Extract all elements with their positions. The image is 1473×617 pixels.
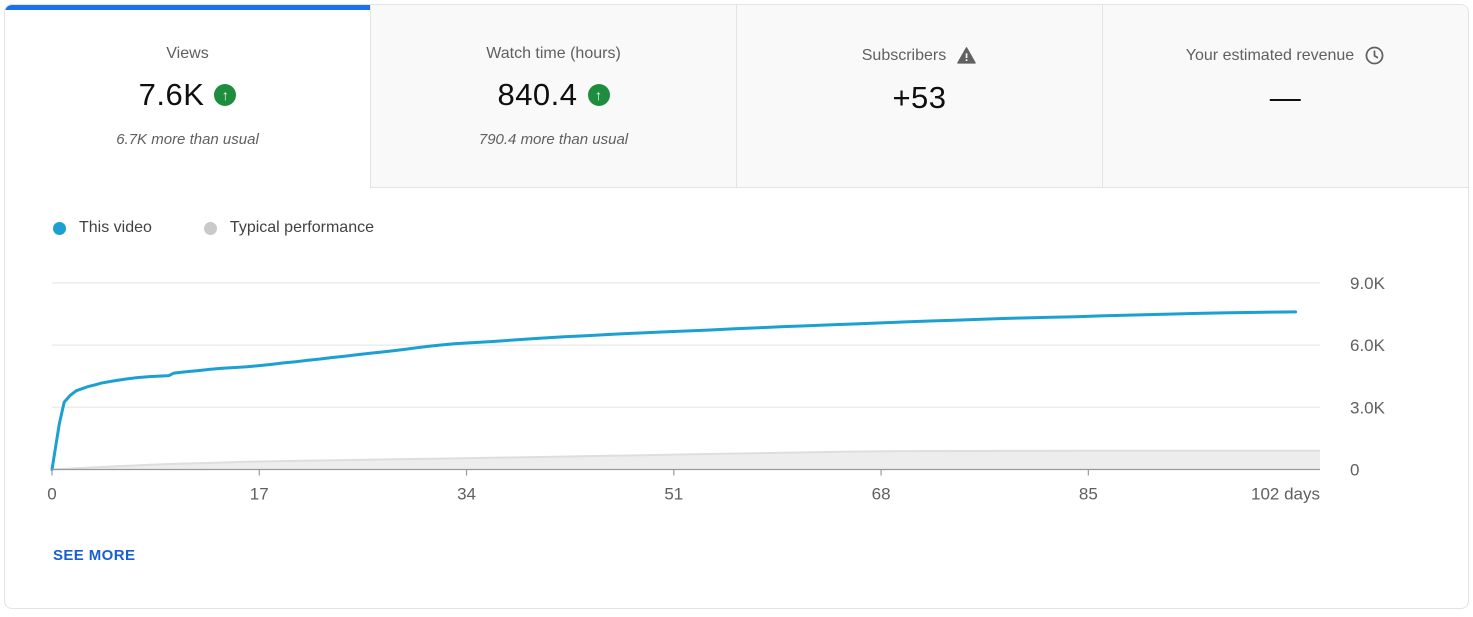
tab-views-value: 7.6K bbox=[138, 77, 205, 112]
views-chart[interactable]: 0 17 34 51 68 85 102 days 0 3.0K 6.0K 9.0K bbox=[5, 254, 1468, 511]
typical-performance-band bbox=[52, 450, 1320, 470]
views-line-chart-plot[interactable]: 0 17 34 51 68 85 102 days 0 3.0K 6.0K 9.0K bbox=[5, 254, 1468, 506]
y-tick-label-0: 0 bbox=[1350, 461, 1359, 480]
y-tick-label-3.0K: 3.0K bbox=[1350, 398, 1386, 417]
analytics-card: Views 7.6K ↑ 6.7K more than usual Watch … bbox=[4, 4, 1469, 609]
chart-legend: This video Typical performance bbox=[5, 188, 1468, 240]
tab-views-delta: 6.7K more than usual bbox=[116, 131, 259, 148]
tab-subscribers[interactable]: Subscribers +53 bbox=[736, 5, 1102, 188]
x-tick-label-34: 34 bbox=[457, 485, 476, 504]
card-footer: SEE MORE bbox=[5, 511, 1468, 565]
tab-views[interactable]: Views 7.6K ↑ 6.7K more than usual bbox=[5, 5, 370, 188]
up-arrow-badge-icon: ↑ bbox=[587, 84, 610, 106]
active-tab-indicator bbox=[5, 5, 370, 10]
tab-watch-time-delta: 790.4 more than usual bbox=[478, 131, 629, 148]
see-more-link[interactable]: SEE MORE bbox=[53, 547, 136, 564]
x-tick-label-17: 17 bbox=[250, 485, 269, 504]
typical-performance-dot-icon bbox=[203, 221, 217, 235]
clock-icon bbox=[1364, 45, 1385, 66]
typical-performance-band-edge bbox=[51, 449, 1320, 471]
x-tick-label-68: 68 bbox=[872, 485, 891, 504]
tab-views-label: Views bbox=[166, 45, 209, 62]
legend-item-this-video: This video bbox=[53, 219, 152, 237]
this-video-line bbox=[50, 310, 1298, 471]
this-video-dot-icon bbox=[53, 221, 66, 235]
x-tick-label-51: 51 bbox=[664, 485, 683, 504]
warning-icon bbox=[956, 45, 977, 66]
tab-watch-time-label: Watch time (hours) bbox=[486, 45, 621, 62]
x-tick-label-0: 0 bbox=[47, 485, 56, 504]
legend-typical-performance-label: Typical performance bbox=[229, 219, 374, 236]
tab-watch-time-value: 840.4 bbox=[497, 77, 578, 112]
tab-revenue[interactable]: Your estimated revenue — bbox=[1102, 5, 1468, 188]
tab-watch-time[interactable]: Watch time (hours) 840.4 ↑ 790.4 more th… bbox=[370, 5, 736, 188]
metric-tabs: Views 7.6K ↑ 6.7K more than usual Watch … bbox=[5, 5, 1468, 188]
legend-item-typical-performance: Typical performance bbox=[203, 219, 374, 237]
y-tick-label-9.0K: 9.0K bbox=[1350, 274, 1386, 293]
x-tick-label-85: 85 bbox=[1079, 485, 1098, 504]
y-tick-label-6.0K: 6.0K bbox=[1350, 336, 1386, 355]
x-axis-end-label: 102 days bbox=[1251, 485, 1320, 504]
legend-this-video-label: This video bbox=[79, 219, 152, 236]
tab-revenue-label: Your estimated revenue bbox=[1185, 46, 1355, 64]
tab-subscribers-value: +53 bbox=[892, 80, 947, 115]
tab-subscribers-label: Subscribers bbox=[861, 46, 947, 64]
tab-revenue-value: — bbox=[1269, 80, 1302, 115]
up-arrow-badge-icon: ↑ bbox=[214, 84, 237, 106]
